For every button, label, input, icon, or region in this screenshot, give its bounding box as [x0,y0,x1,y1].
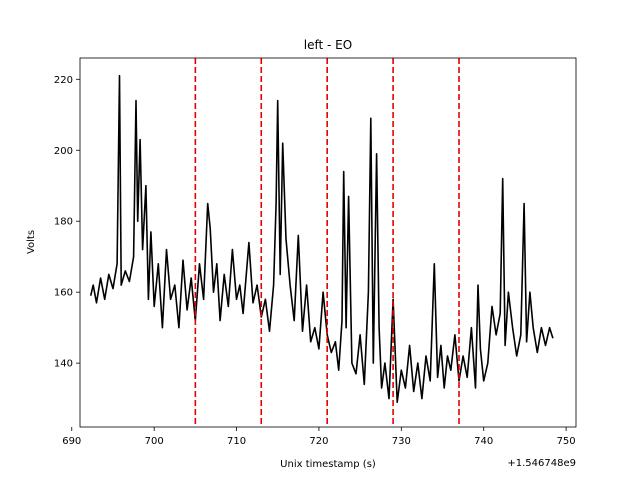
x-tick-label: 690 [62,436,81,447]
series-line-0 [89,74,554,404]
y-axis: 140 160 180 200 220 [54,75,80,370]
x-tick-label: 710 [227,436,246,447]
x-tick-label: 750 [557,436,576,447]
x-axis-title: Unix timestamp (s) [280,459,376,470]
y-axis-title: Volts [26,230,37,254]
y-tick-label: 160 [54,288,73,299]
x-tick-label: 740 [474,436,493,447]
plot-frame [79,57,577,428]
x-tick-label: 700 [145,436,164,447]
plot-area [79,57,577,428]
x-tick-label: 720 [309,436,328,447]
chart-title: left - EO [304,38,352,52]
y-tick-label: 180 [54,217,73,228]
y-tick-label: 220 [54,75,73,86]
series-layer [89,74,554,404]
y-tick-label: 140 [54,359,73,370]
x-axis-offset-label: +1.546748e9 [507,458,576,469]
x-tick-label: 730 [392,436,411,447]
y-tick-label: 200 [54,146,73,157]
x-axis: 690 700 710 720 730 740 750 [62,427,576,447]
vline-layer [194,58,460,427]
